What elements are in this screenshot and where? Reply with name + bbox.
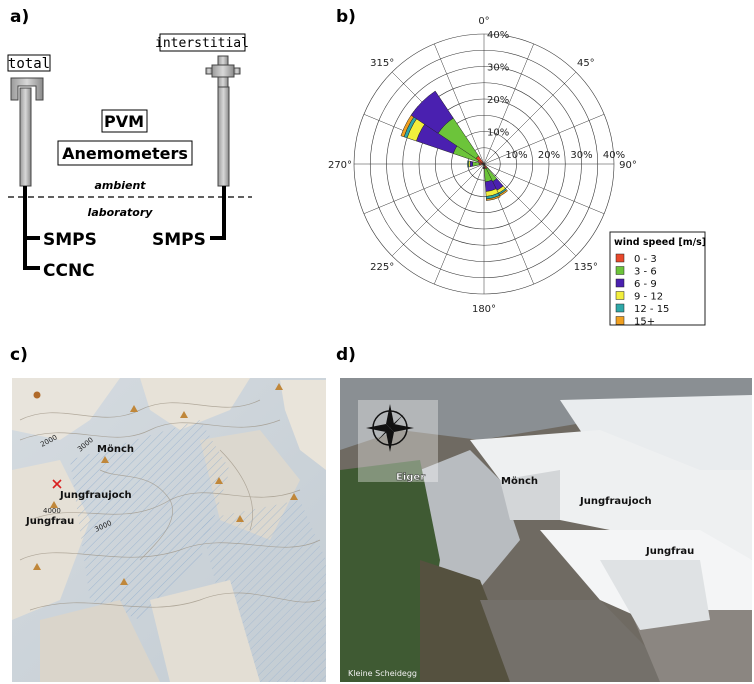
windrose-spoke — [483, 163, 577, 257]
interstitial-inlet-label: interstitial — [155, 36, 249, 51]
windrose-radial-label: 30% — [487, 63, 509, 74]
anemometers-label: Anemometers — [62, 144, 188, 163]
anemometers-box — [57, 140, 193, 166]
windrose-direction-label: 180° — [472, 304, 496, 315]
pvm-label: PVM — [104, 112, 144, 131]
windrose-spoke — [434, 43, 485, 165]
legend-label: 12 - 15 — [634, 304, 669, 315]
windrose-radial-label: 20% — [487, 95, 509, 106]
windrose-direction-label: 135° — [574, 262, 598, 273]
legend-swatch — [615, 291, 625, 300]
map-label-jungfraujoch: Jungfraujoch — [59, 490, 132, 501]
interstitial-inlet-head — [205, 55, 241, 88]
windrose-direction-label: 315° — [370, 58, 394, 69]
map-peaks — [33, 383, 298, 585]
photo-label-jungfraujoch: Jungfraujoch — [579, 496, 652, 507]
legend-swatch — [615, 253, 625, 263]
windrose-legend: wind speed [m/s] 0 - 3 3 - 66 - 9 9 - 1212… — [609, 231, 706, 328]
panel-d-label: d) — [336, 345, 356, 365]
windrose-direction-label: 270° — [328, 160, 352, 171]
legend-label: 15+ — [634, 317, 655, 328]
total-label-box — [7, 54, 51, 72]
ambient-label: ambient — [94, 179, 146, 192]
windrose-direction-label: 0° — [478, 16, 489, 27]
photo-label-jungfrau: Jungfrau — [645, 546, 694, 557]
legend-label: 6 - 9 — [634, 279, 657, 290]
windrose-radial-label: 10% — [505, 150, 527, 161]
legend-swatch — [615, 316, 625, 325]
jungfraujoch-marker — [52, 479, 62, 489]
windrose-radial-label: 20% — [538, 150, 560, 161]
photo-label-monch: Mönch — [501, 476, 538, 487]
panel-c-map: c) 2000 3000 — [10, 345, 326, 682]
legend-swatch — [615, 266, 625, 275]
windrose-sector-segment — [469, 160, 474, 168]
panel-a-label: a) — [10, 7, 29, 27]
windrose-spoke — [363, 163, 485, 214]
windrose-sector-segment — [467, 160, 469, 168]
windrose-sector-segment — [482, 167, 486, 170]
interstitial-lab-line — [210, 186, 226, 240]
windrose-direction-label: 90° — [619, 160, 637, 171]
total-lab-line — [23, 186, 40, 270]
legend-label: 3 - 6 — [634, 267, 657, 278]
windrose-spoke — [483, 114, 605, 165]
windrose-sector-segment — [472, 161, 480, 167]
photo-label-kleine-scheidegg: Kleine Scheidegg — [348, 669, 417, 678]
legend-title: wind speed [m/s] — [614, 237, 706, 248]
windrose-spoke — [483, 71, 577, 165]
windrose-spoke — [483, 163, 605, 214]
contour-label-4000: 4000 — [43, 507, 61, 515]
photo-label-eiger: Eiger — [396, 472, 425, 483]
windrose-radial-label: 40% — [487, 30, 509, 41]
legend-frame — [609, 231, 706, 326]
windrose-spoke — [434, 163, 485, 285]
panel-a-schematic: a) total interstitial PVM Anemometers am… — [7, 7, 252, 281]
windrose-direction-label: 225° — [370, 262, 394, 273]
total-inlet-head — [10, 77, 44, 101]
map-label-monch: Mönch — [97, 444, 134, 455]
legend-swatch — [615, 303, 625, 313]
smps-interstitial-label: SMPS — [152, 230, 206, 250]
interstitial-label-box — [159, 33, 246, 52]
ccnc-label: CCNC — [43, 261, 95, 281]
windrose-spoke — [483, 43, 534, 165]
compass-icon — [366, 404, 414, 452]
legend-label: 9 - 12 — [634, 292, 663, 303]
windrose-radial-label: 10% — [487, 128, 509, 139]
panel-b-label: b) — [336, 7, 356, 27]
total-inlet-label: total — [8, 56, 50, 72]
windrose-direction-label: 45° — [577, 58, 595, 69]
panel-d-photo: d) Eiger Mönch Jungfraujoch — [336, 345, 752, 682]
total-inlet-pipe — [19, 87, 32, 187]
windrose-sector-segment — [486, 195, 501, 201]
windrose-bars — [400, 90, 508, 201]
windrose-radial-label: 40% — [603, 150, 625, 161]
interstitial-inlet-pipe — [217, 86, 230, 187]
laboratory-label: laboratory — [88, 206, 154, 219]
panel-c-label: c) — [10, 345, 28, 365]
windrose-labels: 0° 45° 90° 135° 180° 225° 270° 315° 10% 10% 20% 20%… — [328, 16, 637, 315]
photo-terrain — [340, 378, 752, 682]
windrose-spoke — [391, 163, 485, 257]
windrose-sector-segment — [410, 90, 454, 134]
windrose-radial-label: 30% — [570, 150, 592, 161]
map-contour-lines — [19, 399, 321, 611]
legend-swatch — [615, 278, 625, 288]
map-label-jungfrau: Jungfrau — [25, 516, 74, 527]
panel-b-windrose: b) 0° 45° 90° 135° 180° 225° 270° 315° 10% 10% 20%… — [328, 7, 706, 328]
pvm-box — [101, 109, 148, 133]
smps-total-label: SMPS — [43, 230, 97, 250]
map-location-marker — [33, 391, 41, 399]
legend-label: 0 - 3 — [634, 254, 657, 265]
